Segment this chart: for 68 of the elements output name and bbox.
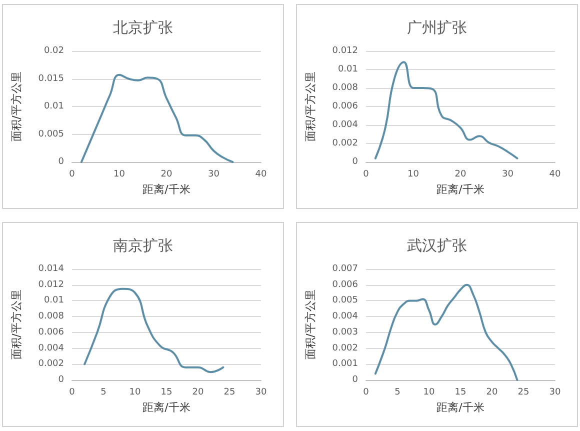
line-series xyxy=(374,283,518,380)
y-tick-label: 0.006 xyxy=(38,326,64,337)
x-tick-label: 40 xyxy=(549,170,561,180)
y-tick-label: 0 xyxy=(58,374,64,384)
y-tick-label: 0.02 xyxy=(44,46,64,56)
x-tick-label: 30 xyxy=(549,387,561,397)
x-tick-label: 20 xyxy=(160,170,172,180)
y-tick-label: 0.01 xyxy=(44,295,64,306)
x-tick-label: 0 xyxy=(363,170,370,180)
y-tick-label: 0 xyxy=(58,157,64,167)
y-axis-title: 面积/平方公里 xyxy=(304,72,317,142)
y-tick-label: 0 xyxy=(352,157,358,167)
y-tick-label: 0.001 xyxy=(332,358,358,369)
x-tick-label: 10 xyxy=(129,387,141,397)
y-tick-label: 0.008 xyxy=(38,311,64,322)
y-tick-label: 0.004 xyxy=(38,342,64,353)
y-axis-title: 面积/平方公里 xyxy=(304,289,317,359)
x-tick-label: 15 xyxy=(160,387,172,397)
x-axis-title: 距离/千米 xyxy=(142,183,190,196)
y-tick-label: 0.012 xyxy=(38,279,64,290)
x-tick-label: 20 xyxy=(192,387,204,397)
y-tick-label: 0.012 xyxy=(332,46,358,56)
chart-title: 北京扩张 xyxy=(113,18,173,36)
chart-title: 南京扩张 xyxy=(113,236,173,254)
x-tick-label: 40 xyxy=(255,170,267,180)
y-tick-label: 0.005 xyxy=(332,295,358,306)
y-tick-label: 0.01 xyxy=(44,102,64,112)
x-tick-label: 30 xyxy=(255,387,267,397)
x-tick-label: 25 xyxy=(224,387,236,397)
y-tick-label: 0.005 xyxy=(38,129,64,140)
y-tick-label: 0.006 xyxy=(332,102,358,112)
y-tick-label: 0.014 xyxy=(38,264,64,274)
line-series xyxy=(374,61,518,160)
y-tick-label: 0.008 xyxy=(332,83,358,93)
chart-title: 武汉扩张 xyxy=(407,236,467,254)
x-tick-label: 30 xyxy=(502,170,514,180)
y-tick-label: 0.004 xyxy=(332,311,358,322)
x-tick-label: 20 xyxy=(454,170,466,180)
x-tick-label: 30 xyxy=(208,170,220,180)
x-tick-label: 5 xyxy=(394,387,400,397)
y-tick-label: 0 xyxy=(352,374,358,384)
y-tick-label: 0.015 xyxy=(38,74,64,84)
y-tick-label: 0.003 xyxy=(332,326,358,337)
y-tick-label: 0.004 xyxy=(332,120,358,130)
y-tick-label: 0.007 xyxy=(332,264,358,274)
y-tick-label: 0.002 xyxy=(332,138,358,148)
x-tick-label: 0 xyxy=(363,387,370,397)
y-tick-label: 0.002 xyxy=(38,358,64,369)
x-tick-label: 0 xyxy=(69,387,76,397)
line-series xyxy=(84,287,224,373)
line-series xyxy=(80,74,234,163)
y-axis-title: 面积/平方公里 xyxy=(10,289,23,359)
x-tick-label: 10 xyxy=(423,387,435,397)
y-axis-title: 面积/平方公里 xyxy=(10,72,23,142)
x-tick-label: 20 xyxy=(486,387,498,397)
x-tick-label: 25 xyxy=(518,387,530,397)
y-tick-label: 0.002 xyxy=(332,342,358,353)
x-axis-title: 距离/千米 xyxy=(436,400,484,414)
x-tick-label: 10 xyxy=(114,170,126,180)
chart-title: 广州扩张 xyxy=(407,18,467,36)
x-tick-label: 10 xyxy=(408,170,420,180)
x-tick-label: 5 xyxy=(100,387,106,397)
x-tick-label: 0 xyxy=(69,170,76,180)
x-axis-title: 距离/千米 xyxy=(142,400,190,414)
x-axis-title: 距离/千米 xyxy=(436,183,484,196)
x-tick-label: 15 xyxy=(454,387,466,397)
y-tick-label: 0.01 xyxy=(338,64,358,74)
y-tick-label: 0.006 xyxy=(332,279,358,290)
